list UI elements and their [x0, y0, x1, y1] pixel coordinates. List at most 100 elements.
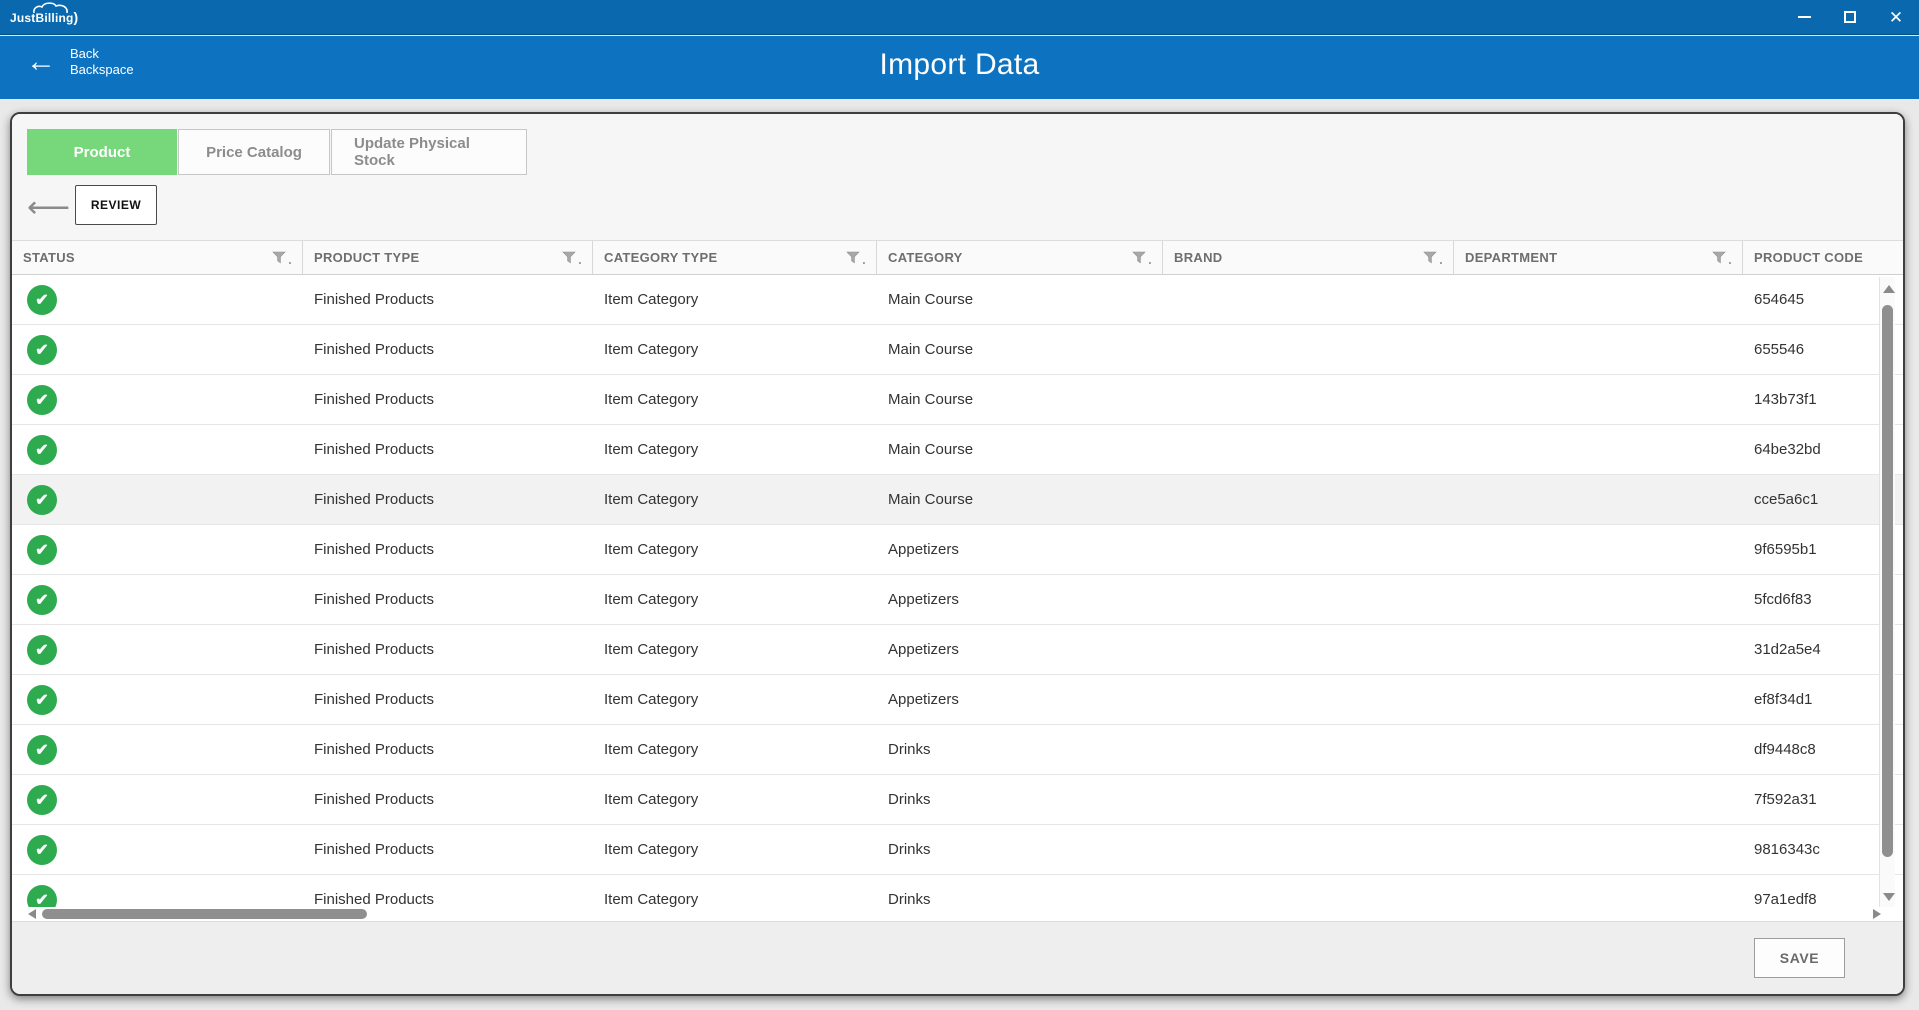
horizontal-scroll-thumb[interactable] — [42, 909, 367, 919]
tab-price-catalog[interactable]: Price Catalog — [178, 129, 330, 175]
table-row[interactable]: ✔Finished ProductsItem CategoryAppetizer… — [12, 525, 1903, 575]
cell-category-type: Item Category — [593, 375, 877, 424]
column-label: BRAND — [1174, 250, 1222, 265]
header-cell-department[interactable]: DEPARTMENT. — [1454, 241, 1743, 274]
close-button[interactable]: ✕ — [1873, 0, 1919, 34]
table-row[interactable]: ✔ Finished ProductsItem CategoryMain Cour… — [12, 475, 1903, 525]
filter-funnel-icon[interactable]: . — [562, 251, 582, 264]
cell-status: ✔ — [12, 325, 303, 374]
filter-funnel-icon[interactable]: . — [1712, 251, 1732, 264]
cell-category: Main Course — [877, 425, 1163, 474]
minimize-button[interactable] — [1781, 0, 1827, 34]
header-cell-category-type[interactable]: CATEGORY TYPE. — [593, 241, 877, 274]
cell-category: Appetizers — [877, 525, 1163, 574]
table-row[interactable]: ✔Finished ProductsItem CategoryMain Cour… — [12, 425, 1903, 475]
cell-category-type: Item Category — [593, 475, 877, 524]
status-success-icon: ✔ — [27, 585, 57, 615]
scroll-down-icon[interactable] — [1883, 893, 1895, 901]
cell-status: ✔ — [12, 275, 303, 324]
cell-category-type: Item Category — [593, 875, 877, 907]
cell-product-type: Finished Products — [303, 875, 593, 907]
cell-department — [1454, 825, 1743, 874]
header-cell-category[interactable]: CATEGORY. — [877, 241, 1163, 274]
status-success-icon: ✔ — [27, 485, 57, 515]
cell-department — [1454, 425, 1743, 474]
column-label: PRODUCT TYPE — [314, 250, 419, 265]
cell-product-type: Finished Products — [303, 725, 593, 774]
review-button[interactable]: REVIEW — [75, 185, 157, 225]
scroll-up-icon[interactable] — [1883, 285, 1895, 293]
table-row[interactable]: ✔Finished ProductsItem CategoryMain Cour… — [12, 275, 1903, 325]
nav-header: ← Back Backspace Import Data — [0, 36, 1919, 99]
left-arrow-icon: ⟵ — [27, 191, 70, 224]
app-titlebar: JustBilling) ✕ — [0, 0, 1919, 35]
table-row[interactable]: ✔Finished ProductsItem CategoryDrinks981… — [12, 825, 1903, 875]
header-cell-brand[interactable]: BRAND. — [1163, 241, 1454, 274]
table-row[interactable]: ✔ Finished ProductsItem CategoryMain Cour… — [12, 375, 1903, 425]
cell-product-type: Finished Products — [303, 775, 593, 824]
page-title: Import Data — [0, 48, 1919, 82]
cell-category: Main Course — [877, 475, 1163, 524]
filter-funnel-icon[interactable]: . — [272, 251, 292, 264]
filter-funnel-icon[interactable]: . — [846, 251, 866, 264]
table-row[interactable]: ✔Finished ProductsItem CategoryAppetizer… — [12, 625, 1903, 675]
status-success-icon: ✔ — [27, 885, 57, 908]
table-row[interactable]: ✔Finished ProductsItem CategoryAppetizer… — [12, 575, 1903, 625]
cell-status: ✔ — [12, 775, 303, 824]
cell-category: Main Course — [877, 375, 1163, 424]
cell-status: ✔ — [12, 475, 303, 524]
cell-product-type: Finished Products — [303, 325, 593, 374]
vertical-scroll-thumb[interactable] — [1882, 305, 1893, 857]
table-row[interactable]: ✔Finished ProductsItem CategoryMain Cour… — [12, 325, 1903, 375]
cell-product-type: Finished Products — [303, 475, 593, 524]
cell-brand — [1163, 375, 1454, 424]
status-success-icon: ✔ — [27, 685, 57, 715]
tab-update-physical-stock[interactable]: Update Physical Stock — [331, 129, 527, 175]
horizontal-scrollbar[interactable] — [12, 907, 1903, 921]
card-footer: SAVE — [12, 921, 1903, 994]
cell-category-type: Item Category — [593, 775, 877, 824]
column-label: CATEGORY TYPE — [604, 250, 717, 265]
cell-category-type: Item Category — [593, 525, 877, 574]
header-cell-product-code[interactable]: PRODUCT CODE — [1743, 241, 1903, 274]
scroll-right-icon[interactable] — [1873, 909, 1881, 919]
tab-product[interactable]: Product — [27, 129, 177, 175]
cell-brand — [1163, 525, 1454, 574]
table-row[interactable]: ✔Finished ProductsItem CategoryDrinksdf9… — [12, 725, 1903, 775]
filter-funnel-icon[interactable]: . — [1423, 251, 1443, 264]
cell-product-type: Finished Products — [303, 675, 593, 724]
cell-brand — [1163, 725, 1454, 774]
cell-category-type: Item Category — [593, 725, 877, 774]
cell-status: ✔ — [12, 875, 303, 907]
header-cell-status[interactable]: STATUS. — [12, 241, 303, 274]
cell-department — [1454, 375, 1743, 424]
close-icon: ✕ — [1889, 9, 1903, 26]
save-button[interactable]: SAVE — [1754, 938, 1845, 978]
review-back-button[interactable]: ⟵ — [27, 188, 70, 228]
cell-brand — [1163, 775, 1454, 824]
status-success-icon: ✔ — [27, 335, 57, 365]
cell-brand — [1163, 675, 1454, 724]
column-label: PRODUCT CODE — [1754, 250, 1863, 265]
status-success-icon: ✔ — [27, 385, 57, 415]
table-row[interactable]: ✔Finished ProductsItem CategoryDrinks7f5… — [12, 775, 1903, 825]
header-cell-product-type[interactable]: PRODUCT TYPE. — [303, 241, 593, 274]
cell-category: Appetizers — [877, 575, 1163, 624]
cell-category-type: Item Category — [593, 675, 877, 724]
vertical-scrollbar[interactable] — [1879, 277, 1895, 907]
table-row[interactable]: ✔Finished ProductsItem CategoryAppetizer… — [12, 675, 1903, 725]
cell-product-type: Finished Products — [303, 375, 593, 424]
cell-brand — [1163, 325, 1454, 374]
scroll-left-icon[interactable] — [28, 909, 36, 919]
minimize-icon — [1798, 16, 1811, 18]
cell-department — [1454, 675, 1743, 724]
table-row[interactable]: ✔Finished ProductsItem CategoryDrinks97a… — [12, 875, 1903, 907]
cell-department — [1454, 475, 1743, 524]
maximize-icon — [1844, 11, 1856, 23]
status-success-icon: ✔ — [27, 835, 57, 865]
filter-funnel-icon[interactable]: . — [1132, 251, 1152, 264]
maximize-button[interactable] — [1827, 0, 1873, 34]
cell-department — [1454, 525, 1743, 574]
table-body: ✔Finished ProductsItem CategoryMain Cour… — [12, 275, 1903, 907]
cell-category: Appetizers — [877, 625, 1163, 674]
